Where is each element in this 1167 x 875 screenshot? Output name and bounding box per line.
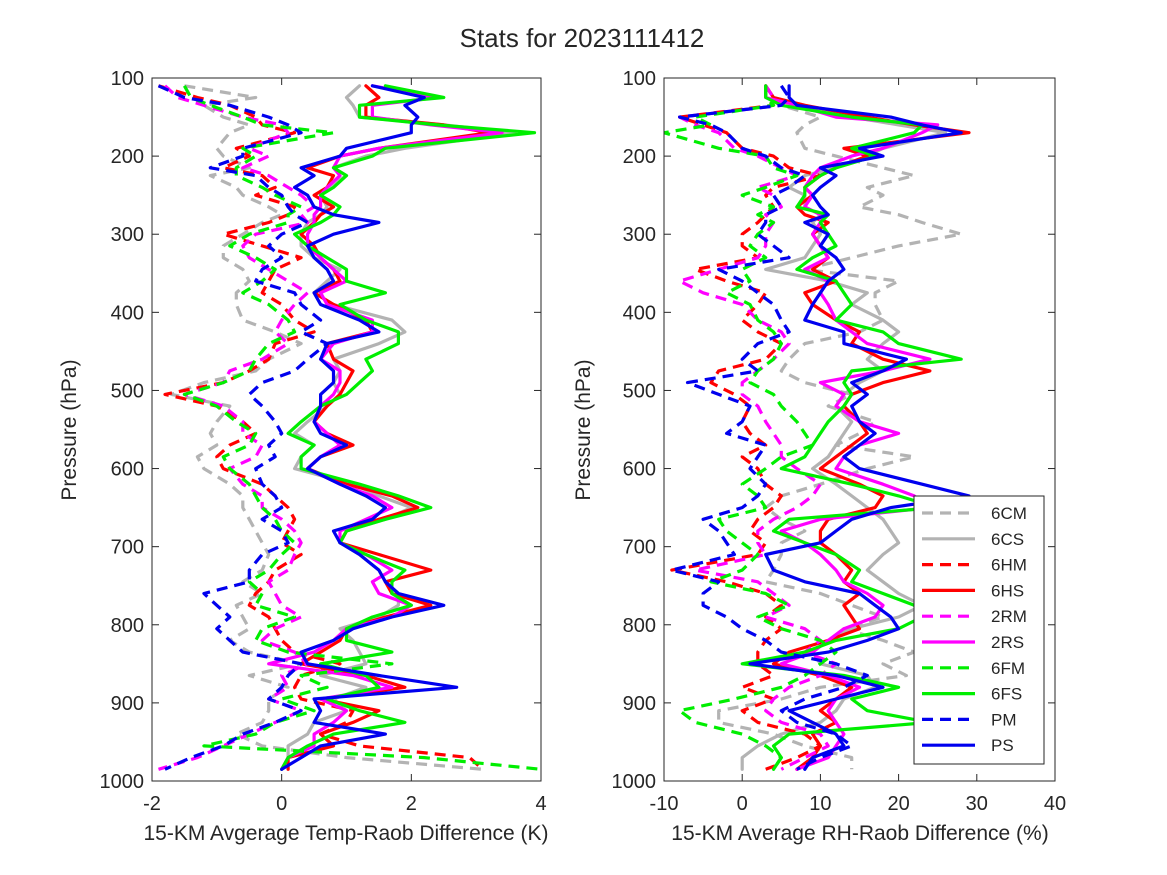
- x-tick-label: -10: [650, 793, 679, 815]
- x-tick-label: 20: [887, 793, 909, 815]
- y-tick-label: 900: [623, 693, 656, 715]
- y-tick-label: 100: [111, 68, 144, 90]
- temperature-difference-panel: -2 0 2 4 100 200 300 400 500 600 700 800 900 1000 15-…: [58, 68, 549, 845]
- y-tick-label: 600: [623, 459, 656, 481]
- legend-label-6cm: 6CM: [991, 504, 1027, 523]
- x-tick-label: 2: [406, 793, 417, 815]
- y-tick-label: 400: [111, 302, 144, 324]
- x-tick-label: 10: [809, 793, 831, 815]
- series-line-2rm: [677, 84, 838, 771]
- y-tick-label: 800: [623, 615, 656, 637]
- series-line-6fs: [280, 84, 537, 771]
- y-tick-label: 500: [111, 380, 144, 402]
- y-tick-label: 700: [111, 537, 144, 559]
- legend-label-6hm: 6HM: [991, 556, 1027, 575]
- y-tick-label: 600: [111, 459, 144, 481]
- y-tick-label: 500: [623, 380, 656, 402]
- legend-label-ps: PS: [991, 736, 1014, 755]
- x-tick-label: 0: [276, 793, 287, 815]
- y-tick-label: 800: [111, 615, 144, 637]
- series-layer: [664, 84, 971, 771]
- series-line-2rm: [158, 84, 316, 771]
- y-axis-label: Pressure (hPa): [572, 359, 595, 500]
- y-tick-label: 200: [623, 146, 656, 168]
- legend-label-6cs: 6CS: [991, 530, 1024, 549]
- x-axis-label: 15-KM Average RH-Raob Difference (%): [671, 822, 1048, 845]
- series-line-ps: [280, 84, 459, 771]
- y-tick-label: 900: [111, 693, 144, 715]
- legend-box: [913, 495, 1045, 765]
- axes-box: [663, 77, 1056, 782]
- y-tick-label: 100: [623, 68, 656, 90]
- x-tick-label: -2: [143, 793, 161, 815]
- series-line-6fm: [182, 85, 541, 771]
- y-axis-label: Pressure (hPa): [58, 359, 81, 500]
- y-tick-label: 700: [623, 537, 656, 559]
- series-line-6cm: [169, 84, 483, 771]
- axes-box: [151, 77, 542, 782]
- series-line-pm: [157, 84, 329, 771]
- x-axis-label: 15-KM Avgerage Temp-Raob Difference (K): [143, 822, 548, 845]
- y-tick-label: 200: [111, 146, 144, 168]
- figure-title: Stats for 2023111412: [460, 23, 705, 53]
- y-tick-label: 400: [623, 302, 656, 324]
- rh-difference-panel: -10 0 10 20 30 40 100 200 300 400 500 600 700 800 900 1…: [572, 68, 1066, 845]
- series-line-ps: [748, 84, 971, 771]
- legend-label-2rs: 2RS: [991, 633, 1024, 652]
- legend-label-6fm: 6FM: [991, 659, 1025, 678]
- tick-layer: -2 0 2 4 100 200 300 400 500 600 700 800 900 1000: [100, 68, 547, 815]
- y-tick-label: 1000: [612, 771, 657, 793]
- y-tick-label: 300: [111, 224, 144, 246]
- x-tick-label: 4: [535, 793, 546, 815]
- series-line-6hm: [670, 85, 823, 771]
- y-tick-label: 300: [623, 224, 656, 246]
- series-layer: [157, 84, 541, 771]
- legend-label-6fs: 6FS: [991, 685, 1022, 704]
- series-line-6fm: [664, 85, 838, 771]
- plot-area: [152, 78, 541, 781]
- legend-label-2rm: 2RM: [991, 607, 1027, 626]
- x-tick-label: 30: [966, 793, 988, 815]
- tick-layer: -10 0 10 20 30 40 100 200 300 400 500 600 700 800 900 1…: [612, 68, 1067, 815]
- y-tick-label: 1000: [100, 771, 145, 793]
- legend-label-pm: PM: [991, 710, 1017, 729]
- legend-label-6hs: 6HS: [991, 581, 1024, 600]
- x-tick-label: 40: [1044, 793, 1066, 815]
- x-tick-label: 0: [737, 793, 748, 815]
- legend: 6CM 6CS 6HM 6HS 2RM 2RS 6FM 6FS PM PS: [913, 495, 1045, 765]
